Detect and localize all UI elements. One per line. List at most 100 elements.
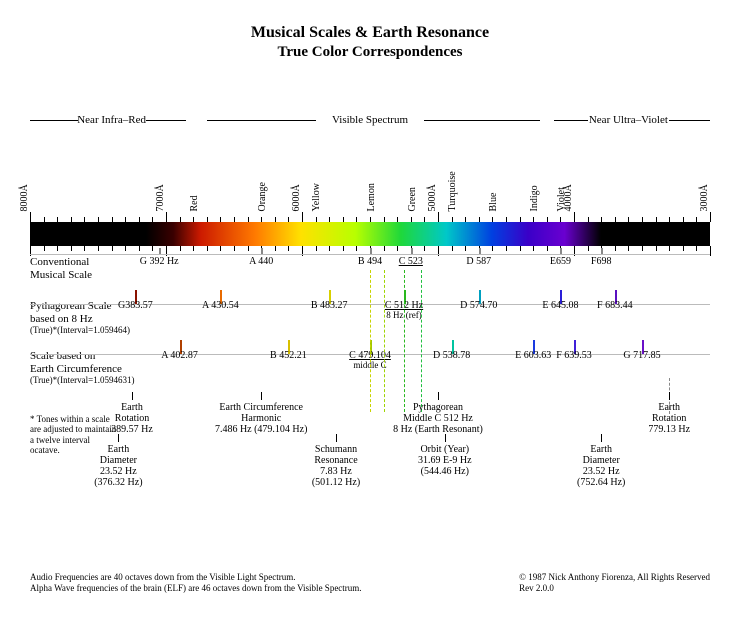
tick-minor xyxy=(316,217,317,222)
note-label: F698 xyxy=(591,256,612,267)
title-line-1: Musical Scales & Earth Resonance xyxy=(0,24,740,42)
region-label: Near Ultra–Violet xyxy=(589,114,668,126)
tick-minor xyxy=(547,246,548,251)
tick-minor xyxy=(370,217,371,222)
tick-minor xyxy=(98,246,99,251)
tick-major xyxy=(710,212,711,222)
tick-minor xyxy=(125,246,126,251)
tick-minor xyxy=(207,217,208,222)
tick-minor xyxy=(411,217,412,222)
note-mark xyxy=(560,248,562,254)
tick-minor xyxy=(125,217,126,222)
tick-minor xyxy=(397,217,398,222)
earth-ref: EarthRotation779.13 Hz xyxy=(648,402,690,435)
tick-minor xyxy=(220,217,221,222)
earth-ref-tick xyxy=(438,392,439,400)
tick-minor xyxy=(44,246,45,251)
note-label: B 483.27 xyxy=(311,300,348,311)
note-label: B 452.21 xyxy=(270,350,307,361)
note-mark xyxy=(479,248,481,254)
note-mark xyxy=(370,248,372,254)
tick-minor xyxy=(275,217,276,222)
earth-ref: EarthDiameter23.52 Hz(752.64 Hz) xyxy=(577,444,625,488)
earth-ref-tick xyxy=(336,434,337,442)
tick-minor xyxy=(547,217,548,222)
tick-minor xyxy=(316,246,317,251)
tick-minor xyxy=(669,217,670,222)
dash-line xyxy=(370,270,371,412)
earth-ref-tick xyxy=(445,434,446,442)
color-label: Indigo xyxy=(529,185,540,211)
tick-minor xyxy=(424,246,425,251)
tick-minor xyxy=(615,246,616,251)
tick-minor xyxy=(683,246,684,251)
angstrom-label: 3000Å xyxy=(699,184,710,211)
note-label: G 717.85 xyxy=(623,350,660,361)
tick-minor xyxy=(71,246,72,251)
tick-minor xyxy=(152,246,153,251)
tick-minor xyxy=(234,217,235,222)
spectrum-gradient xyxy=(146,222,602,246)
region-rule xyxy=(669,120,710,121)
tick-minor xyxy=(656,246,657,251)
tick-minor xyxy=(492,217,493,222)
earth-ref: SchumannResonance7.83 Hz(501.12 Hz) xyxy=(312,444,360,488)
tick-minor xyxy=(506,217,507,222)
footer-line: Rev 2.0.0 xyxy=(519,583,710,594)
note-label: F 639.53 xyxy=(556,350,592,361)
tick-minor xyxy=(384,217,385,222)
tick-minor xyxy=(683,217,684,222)
angstrom-label: 7000Å xyxy=(155,184,166,211)
tick-minor xyxy=(506,246,507,251)
tick-minor xyxy=(669,246,670,251)
tick-minor xyxy=(180,217,181,222)
tick-minor xyxy=(220,246,221,251)
angstrom-label: 5000Å xyxy=(427,184,438,211)
tick-minor xyxy=(588,246,589,251)
tick-minor xyxy=(329,246,330,251)
dash-line xyxy=(404,270,405,412)
tick-minor xyxy=(329,217,330,222)
tick-minor xyxy=(628,217,629,222)
scale-label: ConventionalMusical Scale xyxy=(30,256,92,281)
note-label: E 603.63 xyxy=(515,350,551,361)
note-label: B 494 xyxy=(358,256,382,267)
tick-minor xyxy=(479,217,480,222)
tick-minor xyxy=(193,246,194,251)
tick-major xyxy=(166,212,167,222)
tick-major xyxy=(438,212,439,222)
angstrom-label: 6000Å xyxy=(291,184,302,211)
earth-ref-tick xyxy=(669,392,670,400)
tick-minor xyxy=(356,217,357,222)
footer-line: Audio Frequencies are 40 octaves down fr… xyxy=(30,572,362,583)
tick-minor xyxy=(234,246,235,251)
tick-minor xyxy=(560,217,561,222)
footer-line: Alpha Wave frequencies of the brain (ELF… xyxy=(30,583,362,594)
region-rule xyxy=(30,120,78,121)
footer-line: © 1987 Nick Anthony Fiorenza, All Rights… xyxy=(519,572,710,583)
region-label: Visible Spectrum xyxy=(332,114,408,126)
note-label: E 645.08 xyxy=(542,300,578,311)
tick-minor xyxy=(696,217,697,222)
tick-minor xyxy=(615,217,616,222)
tick-minor xyxy=(533,217,534,222)
tick-minor xyxy=(207,246,208,251)
tick-minor xyxy=(601,217,602,222)
earth-ref: PythagoreanMiddle C 512 Hz8 Hz (Earth Re… xyxy=(393,402,483,435)
spectrum-chart: Near Infra–RedVisible SpectrumNear Ultra… xyxy=(30,114,710,594)
tick-minor xyxy=(248,246,249,251)
note-mark xyxy=(159,248,161,254)
tick-minor xyxy=(628,246,629,251)
tick-minor xyxy=(139,246,140,251)
tick-minor xyxy=(492,246,493,251)
note-mark xyxy=(261,248,263,254)
tick-major xyxy=(710,246,711,256)
tick-minor xyxy=(71,217,72,222)
tick-minor xyxy=(465,217,466,222)
tick-minor xyxy=(84,246,85,251)
color-label: Turquoise xyxy=(447,171,458,211)
dash-line xyxy=(384,270,385,412)
tick-minor xyxy=(452,246,453,251)
tick-minor xyxy=(424,217,425,222)
tick-minor xyxy=(57,246,58,251)
